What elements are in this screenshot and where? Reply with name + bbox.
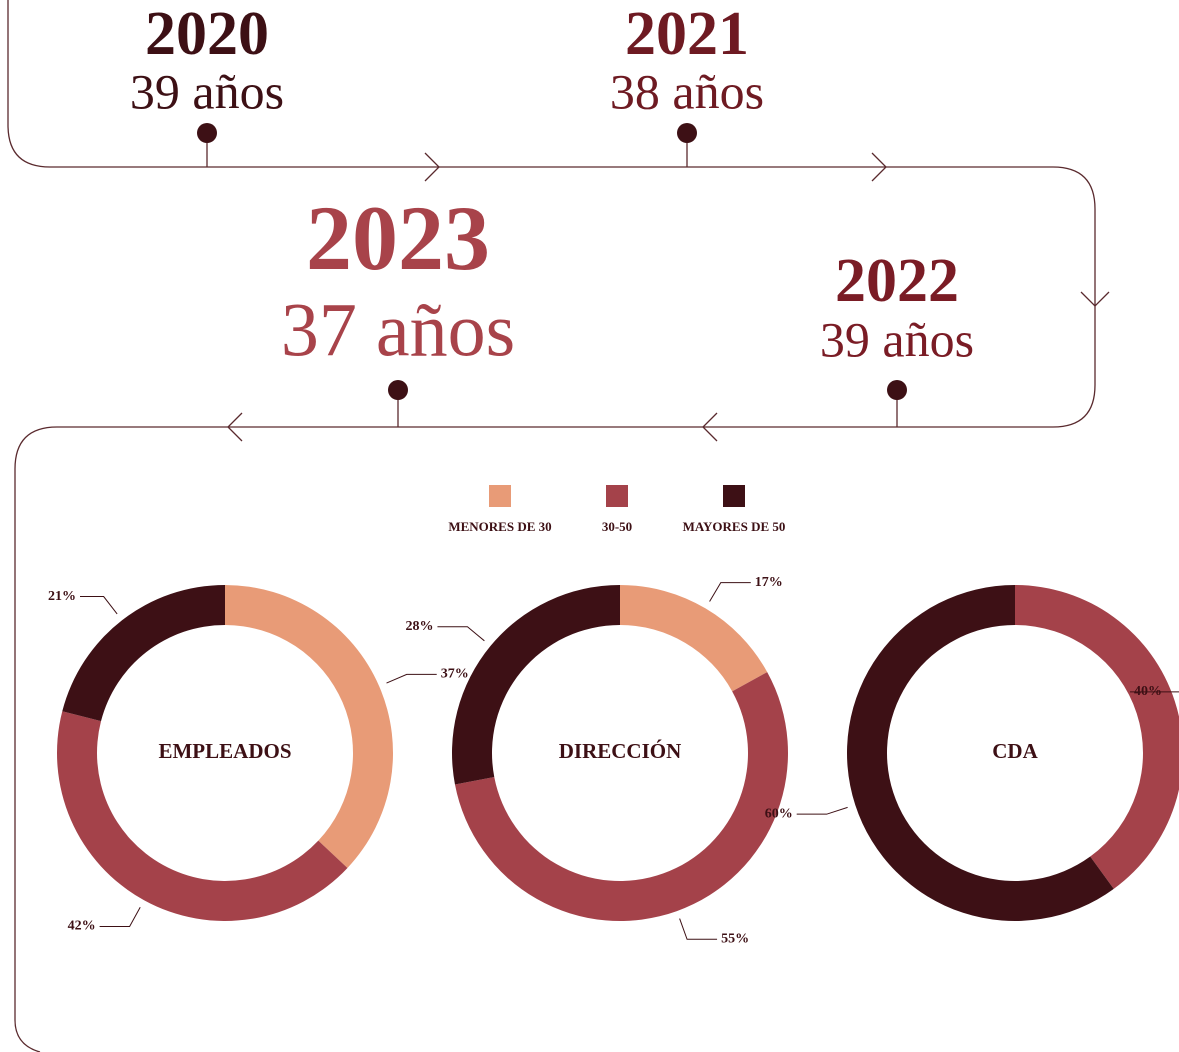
donut-title: CDA bbox=[992, 739, 1038, 763]
value-label: 55% bbox=[721, 932, 749, 947]
value-label: 28% bbox=[405, 619, 433, 634]
leader-line bbox=[386, 673, 437, 684]
leader-line bbox=[796, 806, 848, 815]
legend-label: 30-50 bbox=[602, 519, 632, 534]
value-label: 40% bbox=[1134, 684, 1162, 699]
donut-title: EMPLEADOS bbox=[158, 739, 291, 763]
leader-line bbox=[80, 596, 118, 615]
leader-line bbox=[437, 626, 485, 642]
legend-swatch bbox=[723, 485, 745, 507]
leader-line bbox=[709, 582, 751, 602]
legend-swatch bbox=[606, 485, 628, 507]
leader-line bbox=[1130, 691, 1179, 693]
donut-segment bbox=[1015, 585, 1179, 889]
donut-segment bbox=[452, 584, 620, 785]
timeline-path bbox=[7, 0, 1110, 1052]
year: 2020 bbox=[145, 0, 269, 68]
year: 2023 bbox=[306, 187, 490, 289]
value-label: 60% bbox=[765, 806, 793, 821]
donut-segment bbox=[620, 585, 768, 692]
value-label: 42% bbox=[68, 919, 96, 934]
donut-segment bbox=[225, 585, 393, 869]
leader-line bbox=[679, 918, 718, 940]
donut-segment bbox=[62, 585, 225, 722]
donut-segment bbox=[847, 585, 1114, 921]
year: 2022 bbox=[835, 247, 959, 315]
timeline-dots bbox=[197, 123, 907, 400]
legend-label: MENORES DE 30 bbox=[448, 519, 551, 534]
value-label: 21% bbox=[48, 589, 76, 604]
age: 38 años bbox=[610, 63, 764, 119]
value-label: 17% bbox=[755, 575, 783, 590]
year: 2021 bbox=[625, 0, 749, 68]
age: 39 años bbox=[820, 311, 974, 367]
legend-label: MAYORES DE 50 bbox=[683, 519, 786, 534]
donut-title: DIRECCIÓN bbox=[559, 739, 682, 763]
value-label: 37% bbox=[441, 667, 469, 682]
age: 39 años bbox=[130, 63, 284, 119]
legend-swatch bbox=[489, 485, 511, 507]
donut-segment bbox=[454, 672, 789, 921]
age: 37 años bbox=[281, 288, 515, 372]
donut-segment bbox=[56, 711, 348, 921]
leader-line bbox=[99, 906, 141, 928]
